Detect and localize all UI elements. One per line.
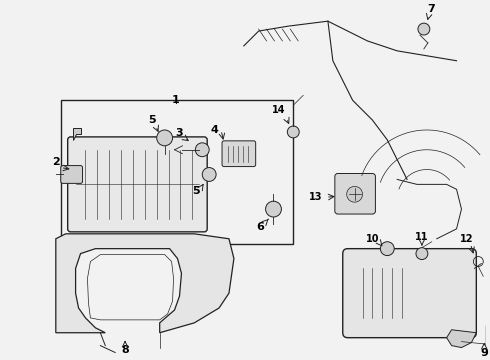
Text: 14: 14 [271,105,285,115]
Text: 2: 2 [52,157,60,167]
Circle shape [347,186,363,202]
Text: 8: 8 [121,345,129,355]
Polygon shape [447,330,476,347]
Circle shape [157,130,172,146]
Circle shape [380,242,394,256]
Polygon shape [73,128,80,140]
Polygon shape [56,234,234,333]
FancyBboxPatch shape [335,174,375,214]
Circle shape [202,167,216,181]
Polygon shape [486,323,490,347]
Text: 13: 13 [309,192,323,202]
Circle shape [418,23,430,35]
Text: 7: 7 [427,4,435,14]
Bar [61,100,294,244]
FancyBboxPatch shape [68,137,207,232]
Circle shape [196,143,209,157]
Text: 1: 1 [172,95,179,105]
Text: 9: 9 [480,347,488,357]
FancyBboxPatch shape [61,166,82,183]
Text: 4: 4 [210,125,218,135]
Circle shape [287,126,299,138]
FancyBboxPatch shape [222,141,256,167]
Text: 6: 6 [257,222,265,232]
FancyBboxPatch shape [343,249,476,338]
Text: 5: 5 [148,115,156,125]
Text: 12: 12 [460,234,473,244]
Text: 3: 3 [176,128,183,138]
Text: 10: 10 [366,234,379,244]
Circle shape [416,248,428,260]
Text: 11: 11 [415,232,429,242]
Text: 5: 5 [193,186,200,196]
Circle shape [266,201,281,217]
